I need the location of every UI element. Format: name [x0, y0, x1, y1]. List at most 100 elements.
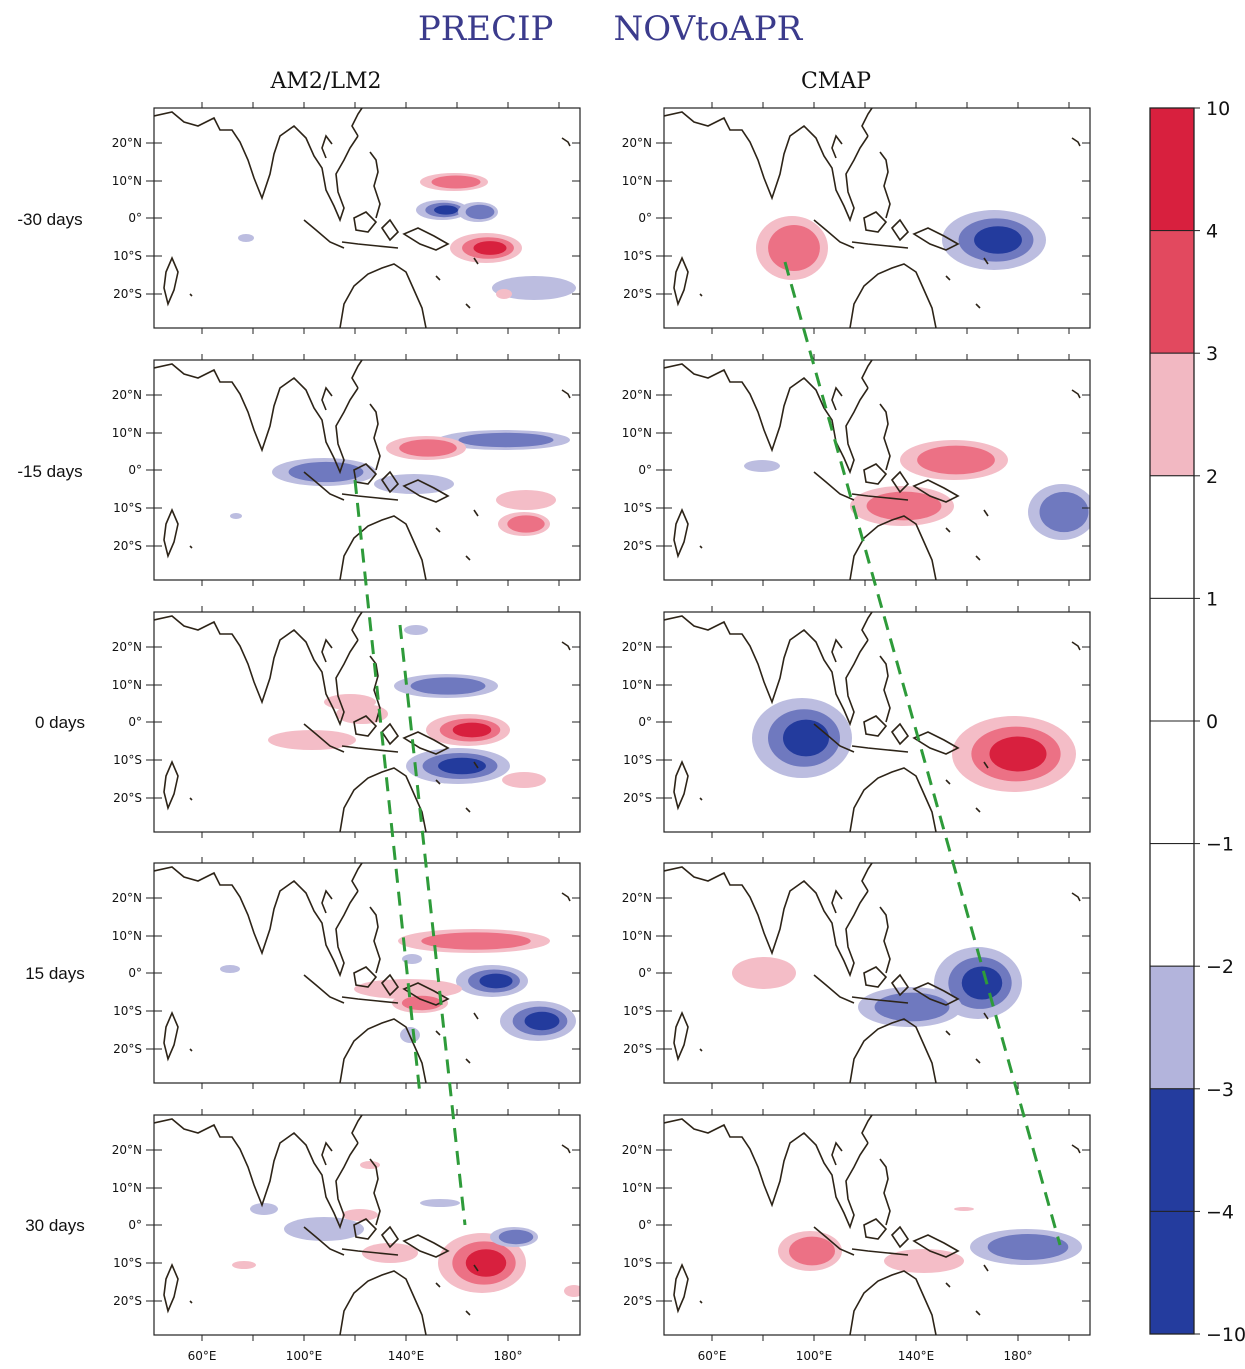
lat-label: 20°N: [112, 1143, 142, 1157]
coastline: [339, 515, 427, 580]
coastline: [154, 363, 359, 475]
coastline: [861, 108, 873, 137]
anomaly-contour: [336, 704, 388, 724]
coastline: [154, 615, 359, 727]
coastline: [561, 641, 571, 651]
lat-label: 10°N: [622, 1181, 652, 1195]
coastline: [380, 1225, 400, 1249]
anomaly-contour: [884, 1249, 964, 1273]
anomaly-contour: [399, 439, 457, 457]
coastline: [863, 715, 888, 737]
coastline: [945, 1030, 951, 1036]
coastline: [465, 1310, 471, 1316]
coastline: [163, 1262, 179, 1314]
anomaly-contour: [954, 1207, 974, 1211]
anomaly-contour: [220, 965, 240, 973]
coastline: [912, 731, 960, 755]
lat-label: 0°: [638, 966, 652, 980]
coastline: [673, 759, 689, 811]
panel-background: [664, 863, 1090, 1083]
lon-label: 60°E: [188, 1349, 217, 1363]
lon-label: 100°E: [286, 1349, 323, 1363]
coastline: [813, 1226, 855, 1256]
map-panel: 20°N 10°N 0° 10°S 20°S: [112, 606, 581, 838]
coastline: [351, 360, 363, 389]
lat-label: 20°N: [112, 891, 142, 905]
lat-label: 20°S: [113, 539, 142, 553]
anomaly-contour: [230, 513, 242, 519]
lat-label: 10°S: [113, 1004, 142, 1018]
coastline: [321, 134, 333, 159]
coastline: [813, 471, 855, 501]
coastline: [351, 863, 363, 892]
anomaly-contour: [732, 957, 796, 989]
coastline: [341, 241, 399, 249]
coastline: [163, 1010, 179, 1062]
coastline: [975, 1310, 981, 1316]
coastline: [975, 303, 981, 309]
coastline: [473, 509, 479, 517]
anomaly-contour: [866, 491, 942, 521]
coastline: [831, 134, 843, 159]
coastline: [945, 1282, 951, 1288]
coastline: [890, 722, 910, 746]
coastline: [849, 515, 937, 580]
anomaly-contour: [438, 757, 486, 775]
anomaly-contour: [238, 234, 254, 242]
lat-label: 0°: [128, 211, 142, 225]
coastline: [664, 111, 869, 223]
coastline: [1071, 389, 1081, 399]
coastline: [465, 807, 471, 813]
lon-label: 100°E: [796, 1349, 833, 1363]
colorbar-swatch: [1149, 720, 1195, 845]
coastline: [1071, 641, 1081, 651]
coastline: [341, 493, 399, 501]
anomaly-contour: [452, 722, 492, 738]
anomaly-contour: [268, 730, 356, 750]
anomaly-contour: [1039, 491, 1089, 533]
coastline: [849, 1018, 937, 1083]
anomaly-contour: [473, 241, 507, 255]
anomaly-contour: [465, 204, 495, 220]
coastline: [1071, 137, 1081, 147]
lat-label: 10°N: [622, 426, 652, 440]
panel-background: [664, 360, 1090, 580]
coastline: [154, 1118, 359, 1230]
coastline: [303, 723, 345, 753]
map-panel: 20°N 10°N 0° 10°S 20°S: [622, 606, 1091, 838]
row-label-15: 15 days: [25, 964, 85, 983]
map-panel: 20°N 10°N 0° 10°S 20°S: [622, 354, 1091, 586]
colorbar-swatch: [1149, 230, 1195, 354]
anomaly-contour: [744, 460, 780, 472]
lat-label: 20°S: [113, 791, 142, 805]
lon-label: 140°E: [388, 1349, 425, 1363]
colorbar-label: 1: [1206, 588, 1218, 610]
coastline: [402, 731, 450, 755]
lat-label: 20°S: [623, 1294, 652, 1308]
coastline: [341, 996, 399, 1004]
anomaly-contour: [788, 1236, 836, 1266]
lat-label: 20°N: [112, 136, 142, 150]
map-panel: 20°N 10°N 0° 10°S 20°S: [622, 102, 1091, 334]
coastline: [673, 255, 689, 307]
anomaly-contour: [342, 1209, 378, 1221]
map-panels: 20°N10°N0°10°S20°S20°N10°N0°10°S20°S20°N…: [112, 102, 1091, 1341]
coastline: [861, 360, 873, 389]
coastline: [851, 1248, 909, 1256]
coastline: [849, 263, 937, 328]
lat-label: 10°S: [623, 501, 652, 515]
coastline: [849, 767, 937, 832]
coastline: [380, 470, 400, 494]
coastline: [699, 797, 703, 801]
lon-label: 60°E: [698, 1349, 727, 1363]
coastline: [465, 555, 471, 561]
lat-label: 10°S: [623, 1256, 652, 1270]
lat-label: 20°N: [622, 640, 652, 654]
anomaly-contour: [420, 1199, 460, 1207]
coastline: [890, 218, 910, 242]
coastline: [831, 1141, 843, 1166]
coastline: [831, 638, 843, 663]
coastline: [851, 241, 909, 249]
lat-label: 20°N: [622, 136, 652, 150]
coastline: [699, 1300, 703, 1304]
